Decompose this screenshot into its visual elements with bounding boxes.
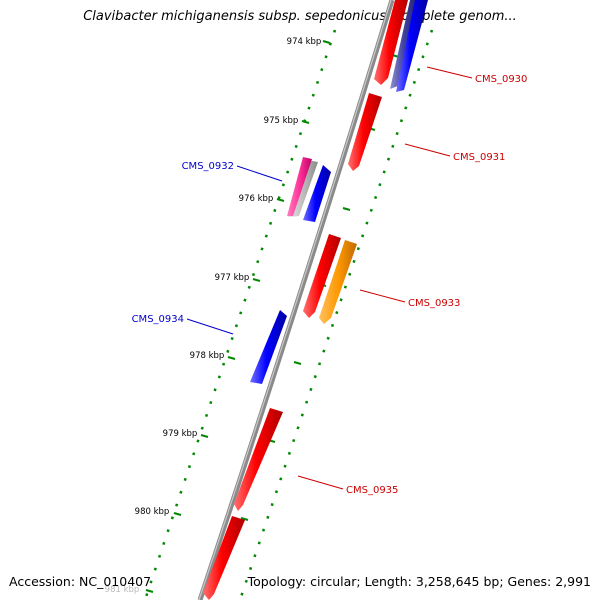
gene-label[interactable]: CMS_0931 bbox=[453, 152, 505, 163]
scale-label: 979 kbp bbox=[163, 429, 198, 439]
inner-scale-tick bbox=[342, 207, 351, 211]
gene-label[interactable]: CMS_0935 bbox=[346, 485, 398, 496]
scale-label: 978 kbp bbox=[190, 351, 225, 361]
gene-reverse-top[interactable] bbox=[396, 0, 428, 92]
scale-label: 977 kbp bbox=[215, 273, 250, 283]
gene-cms-0933[interactable] bbox=[319, 240, 357, 324]
scale-tick bbox=[301, 120, 310, 124]
scale-tick bbox=[252, 278, 261, 282]
scale-label: 980 kbp bbox=[135, 507, 170, 517]
scale-label: 981 kbp bbox=[105, 585, 140, 595]
inner-scale-tick bbox=[240, 517, 249, 521]
gene-reverse-976[interactable] bbox=[303, 165, 331, 222]
gene-cms-0934[interactable] bbox=[250, 310, 287, 384]
scale-tick bbox=[145, 589, 154, 593]
scale-tick bbox=[276, 198, 285, 202]
scale-label: 974 kbp bbox=[287, 37, 322, 47]
gene-arrow-bottom[interactable] bbox=[203, 516, 245, 600]
tick-track-left bbox=[143, 29, 337, 600]
inner-scale-tick bbox=[293, 361, 302, 365]
gene-labels: CMS_0930 CMS_0931 CMS_0932 CMS_0933 CMS_0934… bbox=[132, 74, 528, 496]
scale-label: 976 kbp bbox=[239, 194, 274, 204]
gene-label[interactable]: CMS_0933 bbox=[408, 298, 460, 309]
gene-label[interactable]: CMS_0934 bbox=[132, 314, 184, 325]
gene-cms-0932[interactable] bbox=[287, 157, 312, 216]
genome-backbone-highlight bbox=[198, 0, 392, 600]
gene-arrow-cms-0933-red[interactable] bbox=[303, 234, 341, 318]
gene-label[interactable]: CMS_0930 bbox=[475, 74, 527, 85]
gene-label[interactable]: CMS_0932 bbox=[182, 161, 234, 172]
scale-tick bbox=[322, 40, 331, 44]
gene-cms-0930[interactable] bbox=[374, 0, 408, 85]
scale-labels: 974 kbp 975 kbp 976 kbp 977 kbp 978 kbp 979 k… bbox=[105, 37, 322, 595]
gene-arrow-cms-0935[interactable] bbox=[234, 408, 283, 511]
gene-arrow-cms-0931[interactable] bbox=[348, 93, 382, 171]
tick-track-right bbox=[238, 29, 434, 600]
genome-summary: Topology: circular; Length: 3,258,645 bp… bbox=[247, 574, 591, 589]
scale-tick bbox=[173, 512, 182, 516]
scale-tick bbox=[200, 434, 209, 438]
label-leaders bbox=[186, 66, 473, 490]
scale-tick bbox=[227, 356, 236, 360]
accession-text: Accession: NC_010407 bbox=[9, 574, 152, 589]
scale-label: 975 kbp bbox=[264, 116, 299, 126]
genome-backbone bbox=[197, 0, 395, 600]
